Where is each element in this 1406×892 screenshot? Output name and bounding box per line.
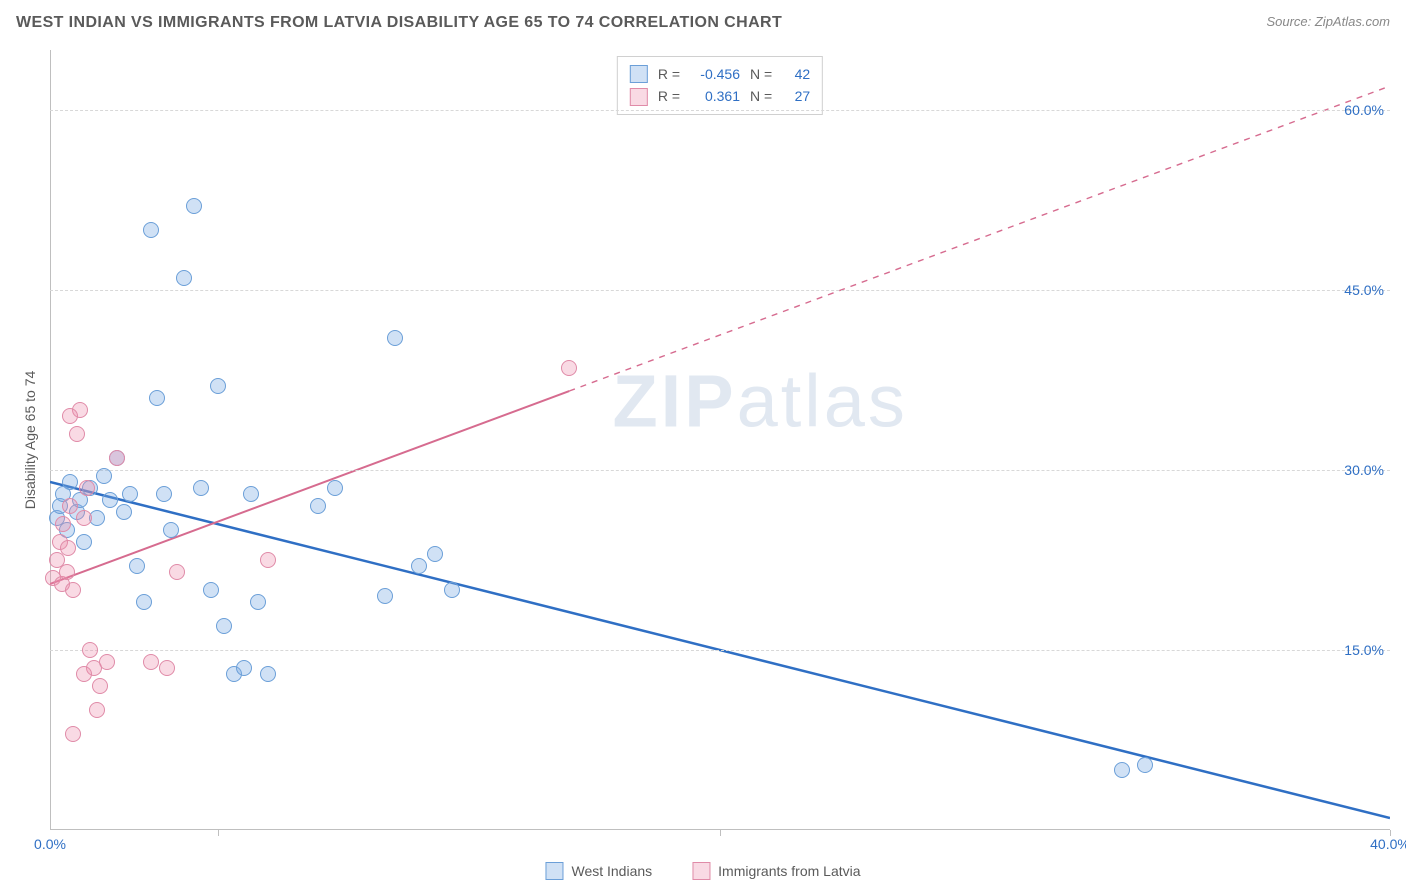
scatter-point [236,660,252,676]
scatter-point [60,540,76,556]
stats-row: R = 0.361 N = 27 [630,85,810,107]
watermark-atlas: atlas [737,360,908,443]
scatter-point [260,552,276,568]
scatter-point [69,426,85,442]
legend-label: West Indians [571,863,652,879]
scatter-point [55,516,71,532]
watermark: ZIPatlas [612,359,907,444]
legend-item: West Indians [545,862,652,880]
scatter-point [186,198,202,214]
scatter-point [65,726,81,742]
scatter-point [216,618,232,634]
legend-swatch [545,862,563,880]
gridline-h [50,110,1390,111]
stats-swatch [630,65,648,83]
trendline-dashed [569,86,1390,391]
scatter-point [102,492,118,508]
scatter-point [310,498,326,514]
scatter-point [62,408,78,424]
stats-box: R = -0.456 N = 42 R = 0.361 N = 27 [617,56,823,115]
x-tick-mark [720,830,721,836]
scatter-point [203,582,219,598]
trendlines-svg [50,50,1390,830]
legend: West Indians Immigrants from Latvia [545,862,860,880]
scatter-point [411,558,427,574]
header: WEST INDIAN VS IMMIGRANTS FROM LATVIA DI… [0,0,1406,36]
legend-swatch [692,862,710,880]
scatter-point [149,390,165,406]
scatter-point [260,666,276,682]
scatter-point [143,222,159,238]
scatter-point [136,594,152,610]
scatter-point [116,504,132,520]
scatter-point [76,510,92,526]
chart-container: Disability Age 65 to 74 ZIPatlas R =-0.4… [50,50,1390,830]
stats-n-label: N = [750,63,772,85]
scatter-point [96,468,112,484]
stats-r-value: -0.456 [690,63,740,85]
scatter-point [62,474,78,490]
scatter-point [427,546,443,562]
scatter-point [169,564,185,580]
chart-title: WEST INDIAN VS IMMIGRANTS FROM LATVIA DI… [16,14,782,32]
scatter-point [65,582,81,598]
scatter-point [1114,762,1130,778]
scatter-point [159,660,175,676]
scatter-point [176,270,192,286]
x-tick-mark [218,830,219,836]
scatter-point [444,582,460,598]
source-label: Source: ZipAtlas.com [1266,14,1390,29]
y-tick-label: 15.0% [1344,642,1384,658]
scatter-point [210,378,226,394]
legend-label: Immigrants from Latvia [718,863,860,879]
gridline-h [50,650,1390,651]
y-axis-label: Disability Age 65 to 74 [22,371,38,510]
stats-n-label: N = [750,85,772,107]
stats-n-value: 42 [782,63,810,85]
scatter-point [109,450,125,466]
scatter-point [377,588,393,604]
gridline-h [50,470,1390,471]
scatter-point [143,654,159,670]
x-tick-label: 40.0% [1370,836,1406,852]
scatter-point [89,702,105,718]
scatter-point [62,498,78,514]
scatter-point [76,666,92,682]
scatter-point [82,642,98,658]
stats-row: R = -0.456 N = 42 [630,63,810,85]
stats-n-value: 27 [782,85,810,107]
stats-r-label: R = [658,63,680,85]
scatter-point [79,480,95,496]
x-tick-label: 0.0% [34,836,66,852]
scatter-point [387,330,403,346]
stats-swatch [630,88,648,106]
scatter-point [59,564,75,580]
stats-r-label: R = [658,85,680,107]
legend-item: Immigrants from Latvia [692,862,860,880]
scatter-point [156,486,172,502]
scatter-point [76,534,92,550]
scatter-point [243,486,259,502]
scatter-point [122,486,138,502]
plot-area: ZIPatlas R = -0.456 N = 42 R = 0.361 N = 27 15.… [50,50,1390,830]
watermark-zip: ZIP [612,360,736,443]
y-tick-label: 60.0% [1344,102,1384,118]
gridline-h [50,290,1390,291]
scatter-point [561,360,577,376]
stats-r-value: 0.361 [690,85,740,107]
scatter-point [193,480,209,496]
y-tick-label: 30.0% [1344,462,1384,478]
scatter-point [163,522,179,538]
scatter-point [327,480,343,496]
scatter-point [92,678,108,694]
y-tick-label: 45.0% [1344,282,1384,298]
scatter-point [99,654,115,670]
y-axis-line [50,50,51,830]
scatter-point [129,558,145,574]
scatter-point [1137,757,1153,773]
scatter-point [250,594,266,610]
